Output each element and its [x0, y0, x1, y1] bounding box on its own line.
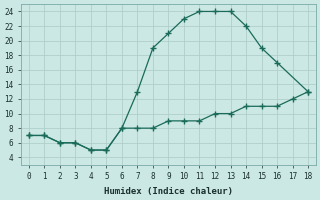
X-axis label: Humidex (Indice chaleur): Humidex (Indice chaleur) — [104, 187, 233, 196]
